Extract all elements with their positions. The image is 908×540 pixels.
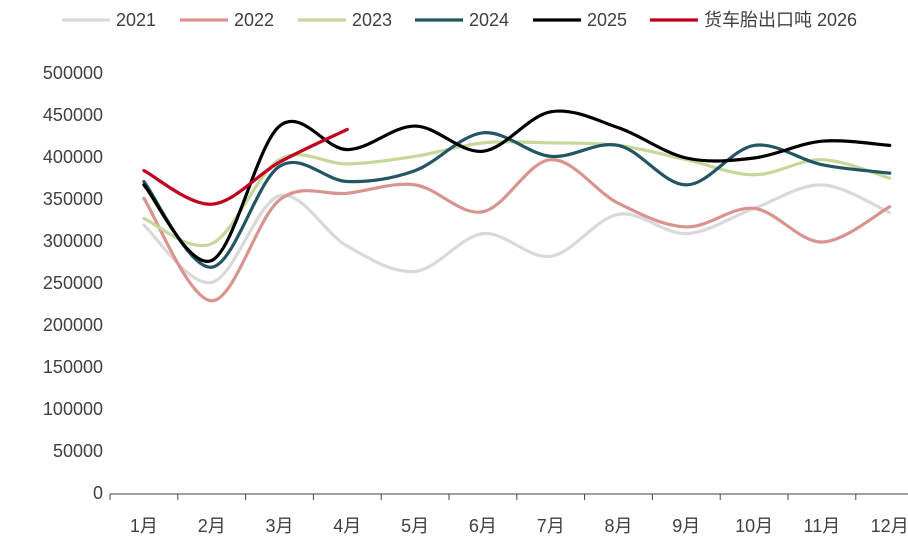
y-tick-label: 0 bbox=[93, 483, 103, 503]
x-tick-label: 6月 bbox=[469, 516, 497, 536]
y-tick-label: 500000 bbox=[43, 63, 103, 83]
y-tick-label: 350000 bbox=[43, 189, 103, 209]
legend-label: 2021 bbox=[116, 10, 156, 30]
x-tick-label: 2月 bbox=[198, 516, 226, 536]
y-tick-label: 250000 bbox=[43, 273, 103, 293]
x-tick-label: 9月 bbox=[672, 516, 700, 536]
legend-label: 2025 bbox=[587, 10, 627, 30]
legend-label: 2023 bbox=[352, 10, 392, 30]
legend-label: 货车胎出口吨 2026 bbox=[704, 10, 857, 30]
series-line bbox=[142, 131, 892, 269]
x-tick-label: 10月 bbox=[735, 516, 773, 536]
y-tick-label: 450000 bbox=[43, 105, 103, 125]
series-line bbox=[142, 158, 892, 303]
x-tick-label: 12月 bbox=[871, 516, 908, 536]
legend-label: 2024 bbox=[469, 10, 509, 30]
legend-label: 2022 bbox=[234, 10, 274, 30]
series-line bbox=[142, 109, 892, 263]
y-tick-label: 200000 bbox=[43, 315, 103, 335]
x-tick-label: 7月 bbox=[537, 516, 565, 536]
y-tick-label: 50000 bbox=[53, 441, 103, 461]
x-tick-label: 3月 bbox=[265, 516, 293, 536]
series-line bbox=[142, 127, 349, 206]
y-tick-label: 150000 bbox=[43, 357, 103, 377]
x-tick-label: 1月 bbox=[130, 516, 158, 536]
x-tick-label: 5月 bbox=[401, 516, 429, 536]
y-tick-label: 400000 bbox=[43, 147, 103, 167]
x-tick-label: 8月 bbox=[604, 516, 632, 536]
x-tick-label: 4月 bbox=[333, 516, 361, 536]
series-line bbox=[142, 140, 892, 248]
y-tick-label: 100000 bbox=[43, 399, 103, 419]
x-tick-label: 11月 bbox=[804, 516, 841, 536]
y-tick-label: 300000 bbox=[43, 231, 103, 251]
